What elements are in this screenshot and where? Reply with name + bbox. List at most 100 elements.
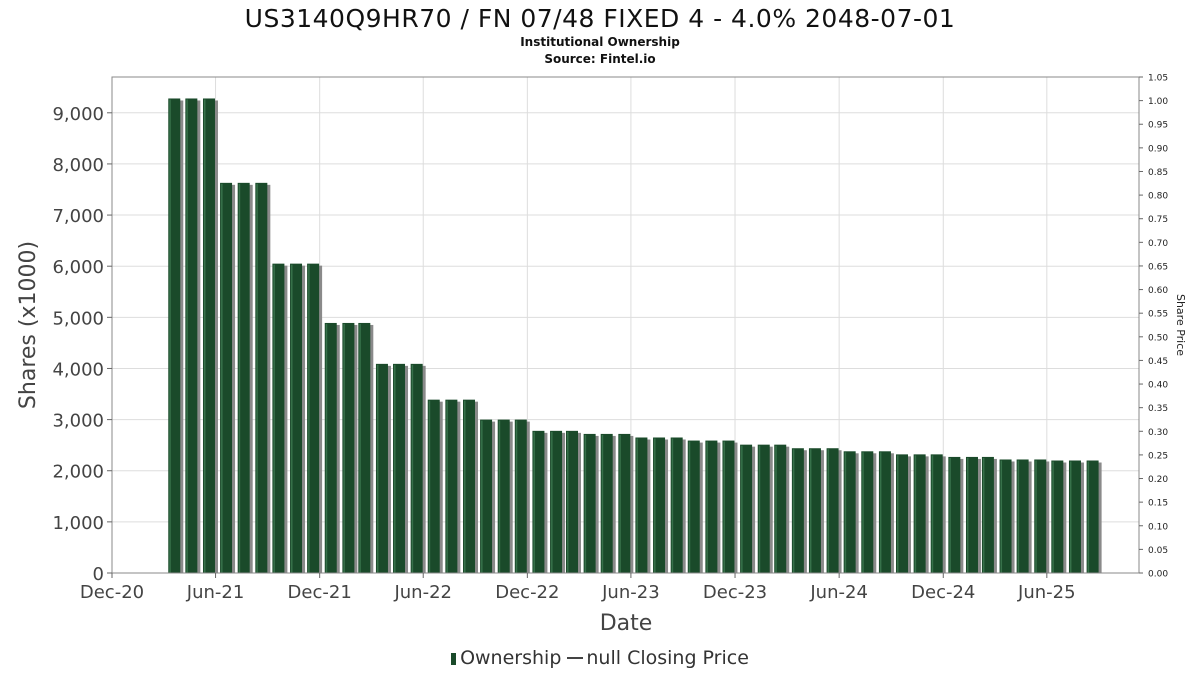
legend-ownership-label: Ownership xyxy=(460,647,562,669)
bar xyxy=(220,182,233,574)
bar xyxy=(185,98,198,573)
bar xyxy=(1068,460,1081,573)
y2-tick-label: 0.75 xyxy=(1148,215,1168,225)
bar xyxy=(583,433,596,573)
y-tick-label: 3,000 xyxy=(52,411,104,432)
chart-title: US3140Q9HR70 / FN 07/48 FIXED 4 - 4.0% 2… xyxy=(244,4,956,33)
legend: Ownership null Closing Price xyxy=(0,647,1200,669)
bar-highlight xyxy=(273,264,275,573)
bar-highlight xyxy=(256,183,258,574)
y2-tick-label: 0.45 xyxy=(1148,357,1168,367)
bar-highlight xyxy=(896,455,899,573)
bar xyxy=(427,399,440,573)
bar-highlight xyxy=(169,99,171,573)
y-tick-label: 2,000 xyxy=(52,462,104,483)
x-tick-label: Jun-24 xyxy=(809,582,868,603)
bar-highlight xyxy=(291,264,293,573)
bar xyxy=(948,456,961,573)
y2-tick-label: 1.00 xyxy=(1148,97,1168,107)
y2-axis-label: Share Price xyxy=(1174,294,1187,356)
y-tick-label: 5,000 xyxy=(52,308,104,329)
bar-highlight xyxy=(914,455,917,573)
bar xyxy=(565,430,578,573)
y2-tick-label: 0.00 xyxy=(1148,570,1168,580)
y2-tick-label: 1.05 xyxy=(1148,74,1168,84)
bar xyxy=(514,419,527,573)
bar xyxy=(445,399,458,573)
bar xyxy=(497,419,510,573)
bar-highlight xyxy=(601,434,604,573)
legend-ownership-swatch xyxy=(451,653,457,665)
bar xyxy=(687,440,700,573)
bar xyxy=(635,437,648,573)
bar xyxy=(237,182,250,574)
bar-highlight xyxy=(498,420,501,573)
bar xyxy=(307,263,320,573)
bar xyxy=(202,98,215,573)
bar xyxy=(290,263,303,573)
bar-highlight xyxy=(949,457,951,573)
bar-highlight xyxy=(1035,460,1037,573)
bar-highlight xyxy=(879,452,882,573)
bar-highlight xyxy=(464,400,466,573)
legend-price-label: null Closing Price xyxy=(586,647,749,669)
chart-source: Source: Fintel.io xyxy=(544,52,656,66)
bar-highlight xyxy=(515,420,518,573)
bar xyxy=(722,440,735,573)
bar-highlight xyxy=(931,455,934,573)
bar xyxy=(1051,460,1064,573)
y2-tick-label: 0.50 xyxy=(1148,333,1168,343)
bar-highlight xyxy=(566,431,569,573)
y2-tick-label: 0.20 xyxy=(1148,475,1168,485)
bar-highlight xyxy=(671,438,674,573)
y2-tick-label: 0.30 xyxy=(1148,428,1168,438)
x-tick-label: Jun-25 xyxy=(1017,582,1076,603)
x-axis-label: Date xyxy=(600,611,653,636)
bar-highlight xyxy=(325,323,328,573)
bar xyxy=(1016,459,1029,573)
bar xyxy=(324,322,337,573)
bar-highlight xyxy=(792,449,795,573)
bar-highlight xyxy=(551,431,553,573)
y-tick-label: 4,000 xyxy=(52,359,104,380)
bar-highlight xyxy=(376,364,379,573)
y2-tick-label: 0.55 xyxy=(1148,310,1168,320)
bar-highlight xyxy=(654,438,656,573)
bar xyxy=(272,263,285,573)
bar-highlight xyxy=(221,183,223,574)
bar xyxy=(358,322,371,573)
bar xyxy=(480,419,493,573)
bar-highlight xyxy=(982,457,985,573)
bar xyxy=(740,444,753,573)
y2-tick-label: 0.35 xyxy=(1148,404,1168,414)
bar xyxy=(878,451,891,573)
bar-highlight xyxy=(775,445,777,573)
y-tick-label: 0 xyxy=(93,564,104,585)
bar xyxy=(705,440,718,573)
bar-highlight xyxy=(584,434,587,573)
bar-highlight xyxy=(827,449,830,573)
chart-subtitle: Institutional Ownership xyxy=(520,35,680,49)
bar xyxy=(826,448,839,573)
bar xyxy=(618,433,631,573)
bar-highlight xyxy=(844,452,847,573)
bar-highlight xyxy=(862,452,864,573)
y2-axis: 0.00 0.05 0.10 0.15 0.20 0.25 0.30 0.35 0.40 0.45… xyxy=(1139,74,1168,580)
bar xyxy=(255,182,268,574)
x-tick-label: Jun-21 xyxy=(186,582,245,603)
bar xyxy=(375,363,388,573)
y-tick-label: 8,000 xyxy=(52,155,104,176)
y-tick-label: 6,000 xyxy=(52,257,104,278)
bar-highlight xyxy=(394,364,396,573)
bar xyxy=(168,98,181,573)
bar xyxy=(861,451,874,573)
x-tick-label: Dec-20 xyxy=(80,582,144,603)
bar-highlight xyxy=(706,441,708,573)
y2-tick-label: 0.05 xyxy=(1148,546,1168,556)
bar-highlight xyxy=(809,449,812,573)
bar-highlight xyxy=(186,99,188,573)
y2-tick-label: 0.40 xyxy=(1148,381,1168,391)
y2-tick-label: 0.80 xyxy=(1148,192,1168,202)
bar-highlight xyxy=(446,400,448,573)
